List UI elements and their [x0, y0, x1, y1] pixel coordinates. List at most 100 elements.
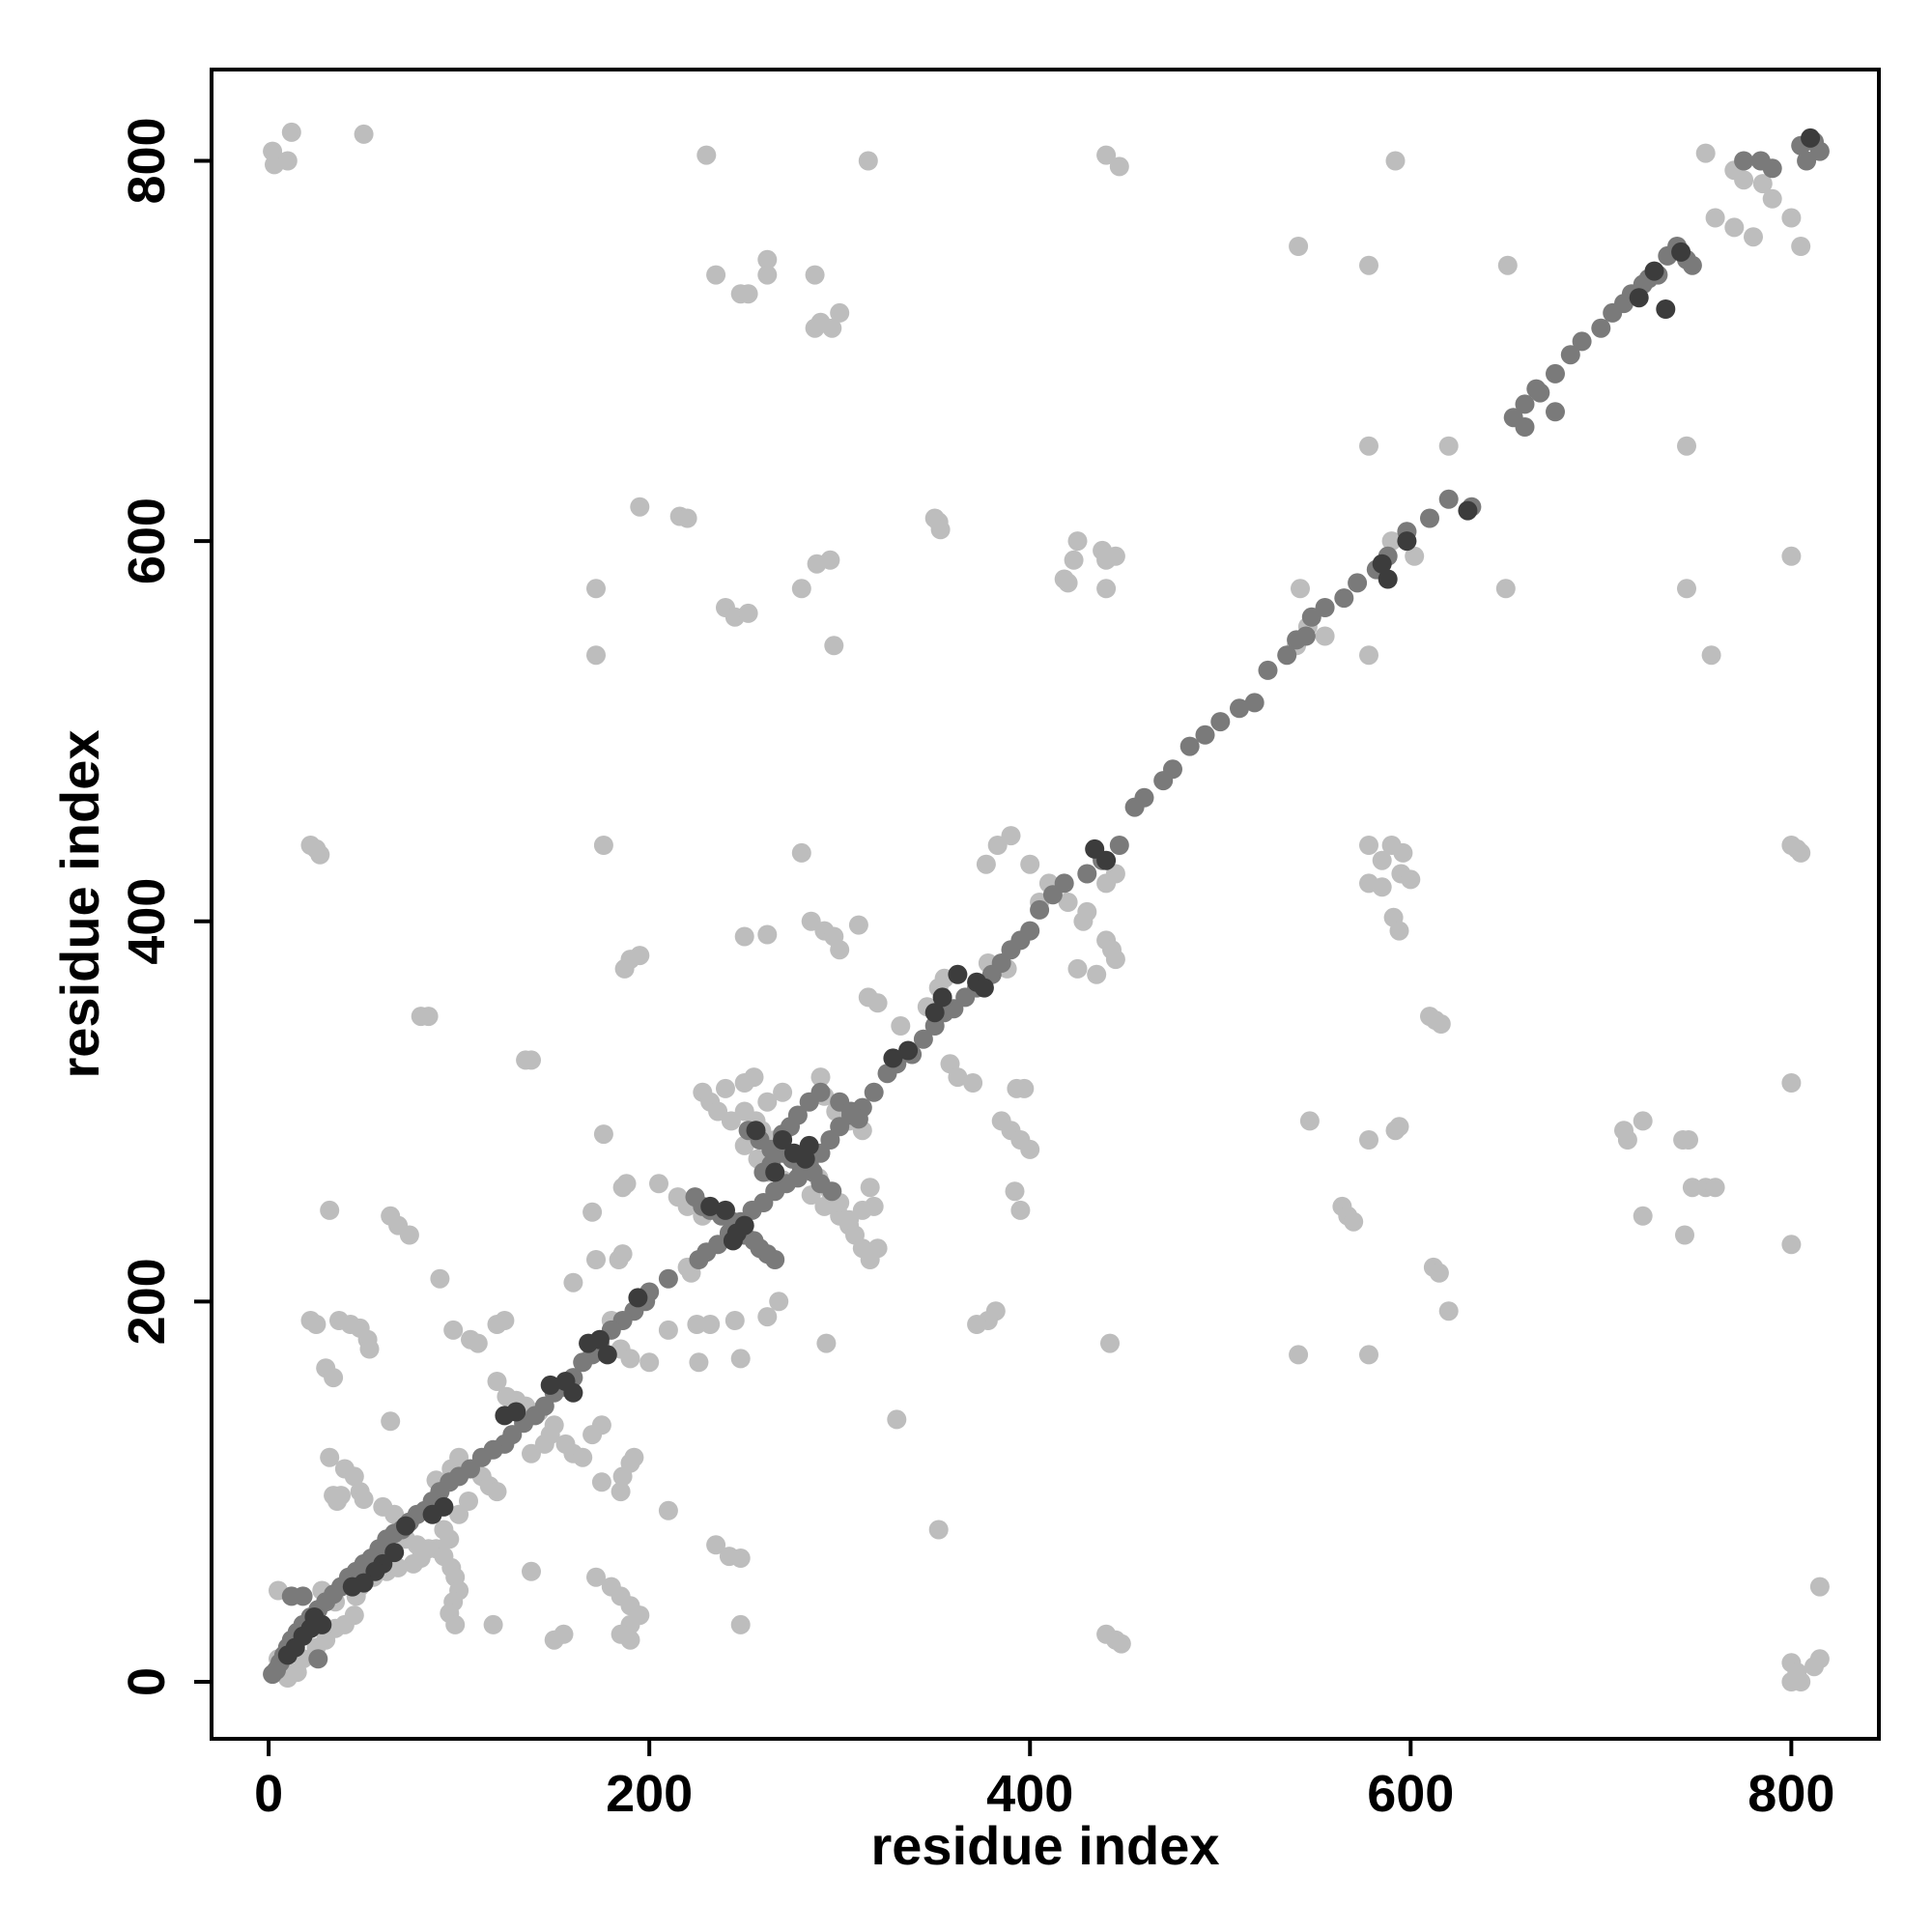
- data-point-light-77: [1372, 850, 1392, 870]
- data-point-light-269: [344, 1466, 364, 1487]
- data-point-dark-8: [1458, 500, 1478, 521]
- data-point-light-318: [730, 1548, 751, 1568]
- data-point-light-89: [976, 854, 996, 874]
- data-point-light-313: [591, 1472, 611, 1492]
- data-point-dark-51: [300, 1618, 321, 1638]
- data-point-light-330: [620, 1630, 640, 1650]
- data-point-light-28: [822, 318, 842, 338]
- data-point-mid-74: [820, 1130, 840, 1150]
- data-point-light-67: [1405, 546, 1425, 566]
- data-point-light-225: [620, 1349, 640, 1369]
- data-point-dark-10: [1085, 838, 1105, 859]
- data-point-dark-3: [1629, 288, 1649, 308]
- data-point-light-13: [1752, 174, 1773, 194]
- data-point-light-20: [706, 265, 726, 285]
- data-point-light-181: [839, 1209, 860, 1230]
- data-point-light-63: [738, 603, 758, 623]
- data-point-light-120: [891, 1016, 911, 1036]
- data-point-dark-21: [773, 1130, 793, 1150]
- data-point-light-51: [1058, 573, 1078, 593]
- data-point-light-81: [1393, 842, 1413, 863]
- data-point-light-246: [443, 1320, 464, 1340]
- data-point-light-266: [381, 1411, 401, 1432]
- data-point-light-31: [1359, 255, 1378, 275]
- data-point-light-165: [1781, 1073, 1802, 1093]
- data-point-dark-5: [1378, 569, 1398, 589]
- data-point-light-22: [738, 284, 758, 304]
- data-point-light-18: [1724, 217, 1745, 238]
- data-point-dark-1: [1671, 242, 1691, 262]
- data-point-light-295: [418, 1539, 439, 1559]
- data-point-light-305: [331, 1486, 351, 1506]
- data-point-light-5: [696, 145, 717, 165]
- data-point-dark-17: [883, 1048, 903, 1068]
- data-point-light-302: [445, 1614, 466, 1634]
- data-point-mid-18: [1572, 331, 1592, 352]
- data-point-light-49: [1096, 579, 1117, 599]
- x-tick-label-0: 0: [254, 1765, 283, 1823]
- data-point-light-316: [706, 1535, 726, 1555]
- data-point-light-53: [791, 579, 811, 599]
- data-point-light-307: [354, 1490, 374, 1509]
- data-point-light-41: [930, 520, 951, 540]
- data-point-light-136: [721, 1111, 741, 1131]
- data-point-light-64: [1781, 546, 1802, 566]
- data-point-light-161: [1617, 1130, 1637, 1150]
- data-point-mid-35: [1315, 598, 1335, 617]
- data-point-light-66: [1381, 531, 1402, 552]
- data-point-light-335: [1111, 1634, 1131, 1654]
- data-point-mid-42: [1230, 698, 1249, 719]
- data-point-light-150: [1014, 1078, 1035, 1098]
- data-point-light-221: [430, 1268, 450, 1289]
- data-point-light-227: [658, 1320, 678, 1340]
- data-point-light-147: [948, 1067, 968, 1088]
- data-point-light-122: [858, 987, 878, 1008]
- data-point-light-106: [757, 924, 778, 945]
- data-point-mid-47: [1153, 771, 1174, 791]
- data-point-light-340: [1809, 1649, 1830, 1669]
- data-point-light-267: [320, 1447, 340, 1467]
- data-point-light-312: [612, 1466, 633, 1487]
- data-point-dark-28: [716, 1200, 735, 1220]
- data-point-light-276: [487, 1482, 507, 1502]
- data-point-light-83: [1401, 869, 1421, 890]
- data-point-mid-55: [1030, 899, 1050, 920]
- data-point-light-341: [1809, 1577, 1830, 1597]
- data-point-light-4: [354, 124, 374, 144]
- data-point-light-30: [1289, 237, 1309, 256]
- data-point-dark-14: [932, 987, 952, 1008]
- data-point-dark-50: [277, 1645, 298, 1665]
- data-point-dark-29: [597, 1345, 617, 1365]
- data-point-dark-13: [948, 964, 968, 984]
- data-point-light-198: [582, 1202, 603, 1222]
- data-point-light-6: [858, 151, 878, 171]
- data-point-light-228: [687, 1315, 707, 1334]
- data-point-light-234: [967, 1315, 987, 1334]
- data-point-light-319: [730, 1614, 751, 1634]
- data-point-dark-31: [579, 1333, 599, 1353]
- data-point-dark-33: [555, 1372, 576, 1391]
- data-point-light-262: [591, 1415, 611, 1435]
- data-point-light-132: [716, 1078, 735, 1098]
- data-point-light-92: [1020, 854, 1040, 874]
- y-tick-label-2: 400: [118, 878, 176, 965]
- x-tick-label-2: 400: [986, 1765, 1073, 1823]
- data-point-dark-37: [495, 1406, 515, 1426]
- data-point-dark-39: [422, 1504, 442, 1524]
- data-point-light-204: [1633, 1206, 1653, 1226]
- data-point-light-311: [624, 1447, 644, 1467]
- data-point-mid-41: [1244, 693, 1264, 713]
- y-tick-label-3: 600: [118, 497, 176, 584]
- data-point-dark-40: [396, 1516, 415, 1536]
- data-point-light-139: [757, 1092, 778, 1112]
- data-point-light-9: [1385, 151, 1406, 171]
- data-point-light-60: [1701, 645, 1721, 666]
- data-point-light-315: [658, 1500, 678, 1520]
- data-point-light-154: [1020, 1139, 1040, 1159]
- data-point-light-94: [1058, 893, 1078, 912]
- y-tick-label-4: 800: [118, 117, 176, 204]
- data-point-light-56: [1677, 579, 1696, 599]
- data-point-light-208: [1705, 1178, 1725, 1198]
- data-point-mid-54: [1042, 885, 1063, 905]
- data-point-mid-19: [1560, 345, 1580, 365]
